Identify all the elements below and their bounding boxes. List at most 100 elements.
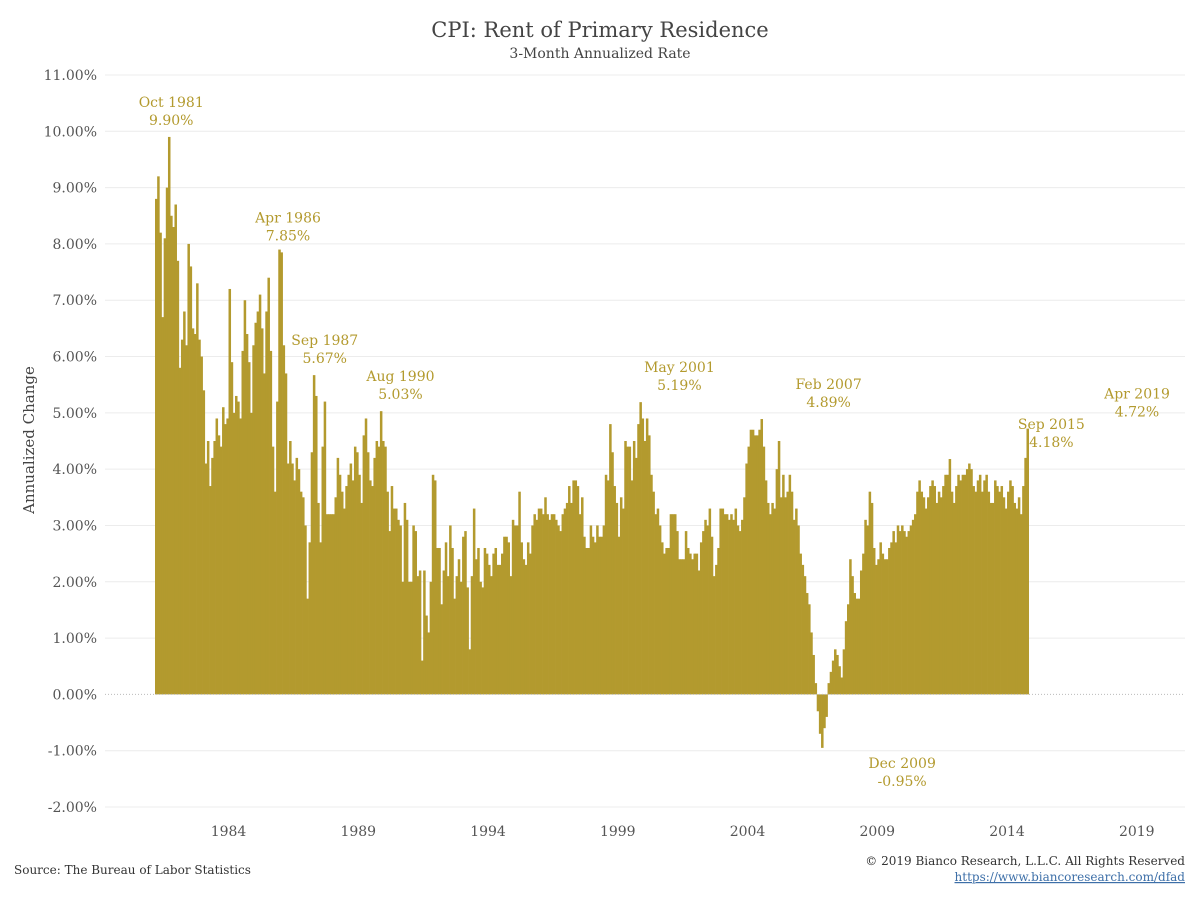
bar <box>245 334 249 695</box>
bar <box>615 502 619 695</box>
y-tick-label: 3.00% <box>53 518 97 534</box>
bar <box>295 457 299 695</box>
bar <box>505 536 508 695</box>
bar <box>749 429 753 695</box>
bar <box>864 519 867 695</box>
bar <box>468 649 472 695</box>
annotation-date: Oct 1981 <box>139 95 204 111</box>
bar <box>444 542 448 695</box>
bar <box>302 497 305 695</box>
bar <box>420 660 424 695</box>
bar <box>650 474 653 695</box>
bar <box>868 491 872 695</box>
bar <box>243 300 247 695</box>
bar <box>922 497 926 695</box>
bar <box>345 486 348 695</box>
bar <box>626 446 629 695</box>
bar <box>321 446 325 695</box>
bar <box>663 553 666 695</box>
bar <box>511 519 515 695</box>
bar <box>996 486 999 695</box>
bar <box>1022 486 1025 695</box>
bar <box>937 491 941 695</box>
bar <box>1007 491 1010 695</box>
bar <box>738 531 742 695</box>
bar <box>888 547 891 695</box>
website-link-suffix[interactable]: dfad <box>1158 870 1185 884</box>
bar <box>708 508 712 695</box>
bar <box>189 266 193 695</box>
x-tick-label: 1999 <box>600 824 636 840</box>
bar <box>405 519 409 695</box>
bar <box>786 491 789 695</box>
copyright-note: © 2019 Bianco Research, L.L.C. All Right… <box>865 854 1185 868</box>
annotation-value: 9.90% <box>149 113 193 129</box>
bar <box>429 581 433 695</box>
bar <box>425 615 428 695</box>
bar <box>840 677 844 695</box>
y-tick-label: -1.00% <box>48 744 97 760</box>
bar <box>710 536 714 695</box>
bar <box>291 463 294 695</box>
bar <box>872 547 876 695</box>
website-link[interactable]: https://www.biancoresearch.com/ <box>955 870 1159 884</box>
bar <box>524 564 528 695</box>
bar <box>1013 502 1017 695</box>
bar <box>654 514 658 695</box>
bar <box>680 559 683 695</box>
source-note: Source: The Bureau of Labor Statistics <box>14 863 251 877</box>
bar <box>332 514 335 695</box>
bar <box>745 463 748 695</box>
bar <box>466 587 469 695</box>
bar <box>304 525 307 695</box>
bar <box>451 547 454 695</box>
bar <box>600 536 603 695</box>
bar <box>362 435 366 695</box>
annotation-value: 7.85% <box>266 228 310 244</box>
bar <box>373 457 376 695</box>
bar <box>667 547 671 695</box>
bar <box>641 418 645 695</box>
bar <box>732 519 735 695</box>
bar <box>459 581 463 695</box>
x-tick-label: 1989 <box>340 824 376 840</box>
bar <box>622 508 625 695</box>
bar <box>598 536 601 695</box>
bar <box>351 480 355 695</box>
bar <box>388 531 392 695</box>
bar <box>297 469 301 695</box>
bar <box>725 514 729 695</box>
bar <box>230 362 234 695</box>
bar <box>237 401 240 695</box>
bar <box>613 486 616 695</box>
y-tick-label: 11.00% <box>44 68 97 84</box>
bar <box>392 508 396 695</box>
bar <box>319 542 322 695</box>
bar <box>167 136 171 695</box>
bar <box>587 547 591 695</box>
bar <box>475 559 478 695</box>
bar <box>217 435 221 695</box>
bar <box>656 508 660 695</box>
bar <box>232 412 236 695</box>
annotation-value: 4.18% <box>1029 435 1073 451</box>
bar <box>894 542 898 695</box>
bar <box>215 418 219 695</box>
bar <box>989 502 993 695</box>
bar <box>542 514 545 695</box>
bar <box>284 373 288 695</box>
bar <box>678 559 681 695</box>
bar <box>289 441 292 695</box>
bar <box>338 474 342 695</box>
bar <box>877 559 880 695</box>
bar <box>550 514 554 695</box>
bar <box>535 519 539 695</box>
bar <box>855 598 859 695</box>
y-tick-label: 8.00% <box>53 237 97 253</box>
bar <box>349 463 353 695</box>
annotation-value: 5.67% <box>303 351 347 367</box>
bar <box>423 570 426 695</box>
bar <box>747 446 751 695</box>
bar <box>472 508 476 695</box>
y-tick-label: 2.00% <box>53 575 97 591</box>
